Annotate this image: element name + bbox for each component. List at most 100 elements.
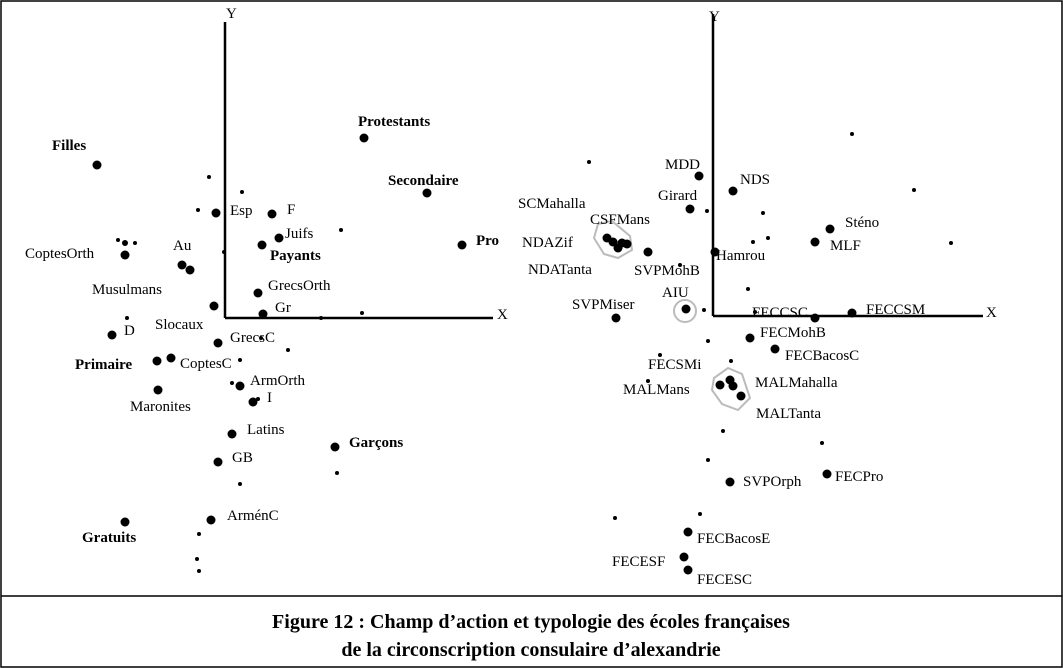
point-label: MALMahalla [755, 375, 838, 391]
cluster-outline [592, 219, 634, 260]
point-label: FECPro [835, 469, 883, 485]
point [195, 557, 199, 561]
point-label: Pro [476, 233, 499, 249]
point [256, 397, 260, 401]
point [746, 287, 750, 291]
point-label: FECMohB [760, 325, 826, 341]
point [681, 304, 691, 314]
point [125, 316, 129, 320]
point-label: NDS [740, 172, 770, 188]
point-label: MDD [665, 157, 700, 173]
point [185, 265, 195, 275]
point [850, 132, 854, 136]
point [912, 188, 916, 192]
point [116, 238, 120, 242]
point [658, 353, 662, 357]
point [602, 233, 612, 243]
point-label: NDAZif [522, 235, 573, 251]
point [678, 263, 682, 267]
point [702, 308, 706, 312]
point [770, 344, 780, 354]
point [679, 552, 689, 562]
point [705, 209, 709, 213]
point [196, 208, 200, 212]
point-label: Payants [270, 248, 321, 264]
point [825, 224, 835, 234]
point [715, 380, 725, 390]
point-label: Primaire [75, 357, 133, 373]
point-label: I [267, 390, 272, 406]
point [820, 441, 824, 445]
point-label: Protestants [358, 114, 430, 130]
point-label: SVPMohB [634, 263, 700, 279]
point-label: Gratuits [82, 530, 136, 546]
point [457, 240, 467, 250]
point [643, 247, 653, 257]
point-label: NDATanta [528, 262, 592, 278]
point [745, 333, 755, 343]
point-label: GrecsC [230, 330, 275, 346]
point [166, 353, 176, 363]
point [230, 381, 234, 385]
point-label: SVPOrph [743, 474, 802, 490]
point [122, 240, 128, 246]
point [698, 512, 702, 516]
point [330, 442, 340, 452]
axes [223, 14, 983, 320]
axis-label: X [986, 305, 997, 321]
point [736, 391, 746, 401]
point [120, 517, 130, 527]
point [706, 339, 710, 343]
point [721, 429, 725, 433]
point [710, 247, 720, 257]
point-label: FECBacosC [785, 348, 859, 364]
point-label: ArménC [227, 508, 279, 524]
point [213, 457, 223, 467]
point [267, 209, 277, 219]
point-label: MALTanta [756, 406, 821, 422]
point-label: SVPMiser [572, 297, 635, 313]
point [209, 301, 219, 311]
axis-label: Y [226, 6, 237, 22]
point [360, 311, 364, 315]
point [751, 240, 755, 244]
point [177, 260, 187, 270]
point [339, 228, 343, 232]
point [728, 186, 738, 196]
point-label: GrecsOrth [268, 278, 331, 294]
point-label: Maronites [130, 399, 191, 415]
point-label: MLF [830, 238, 861, 254]
point [611, 313, 621, 323]
point-label: Secondaire [388, 173, 459, 189]
point [422, 188, 432, 198]
point-label: F [287, 202, 295, 218]
point-label: FECBacosE [697, 531, 770, 547]
point [613, 516, 617, 520]
point [822, 469, 832, 479]
point [257, 240, 267, 250]
point [197, 569, 201, 573]
axis-label: X [497, 307, 508, 323]
point-label: Hamrou [716, 248, 766, 264]
point [238, 358, 242, 362]
point [286, 348, 290, 352]
point-label: Musulmans [92, 282, 162, 298]
point [120, 250, 130, 260]
point [766, 236, 770, 240]
point-label: Garçons [349, 435, 403, 451]
point-label: Girard [658, 188, 698, 204]
point [335, 471, 339, 475]
point-label: Sténo [845, 215, 879, 231]
point [274, 233, 284, 243]
point-label: FECESC [697, 572, 752, 588]
point [227, 429, 237, 439]
point [206, 515, 216, 525]
point [359, 133, 369, 143]
point [725, 477, 735, 487]
point [258, 309, 268, 319]
point [728, 381, 738, 391]
point [683, 565, 693, 575]
point [810, 237, 820, 247]
